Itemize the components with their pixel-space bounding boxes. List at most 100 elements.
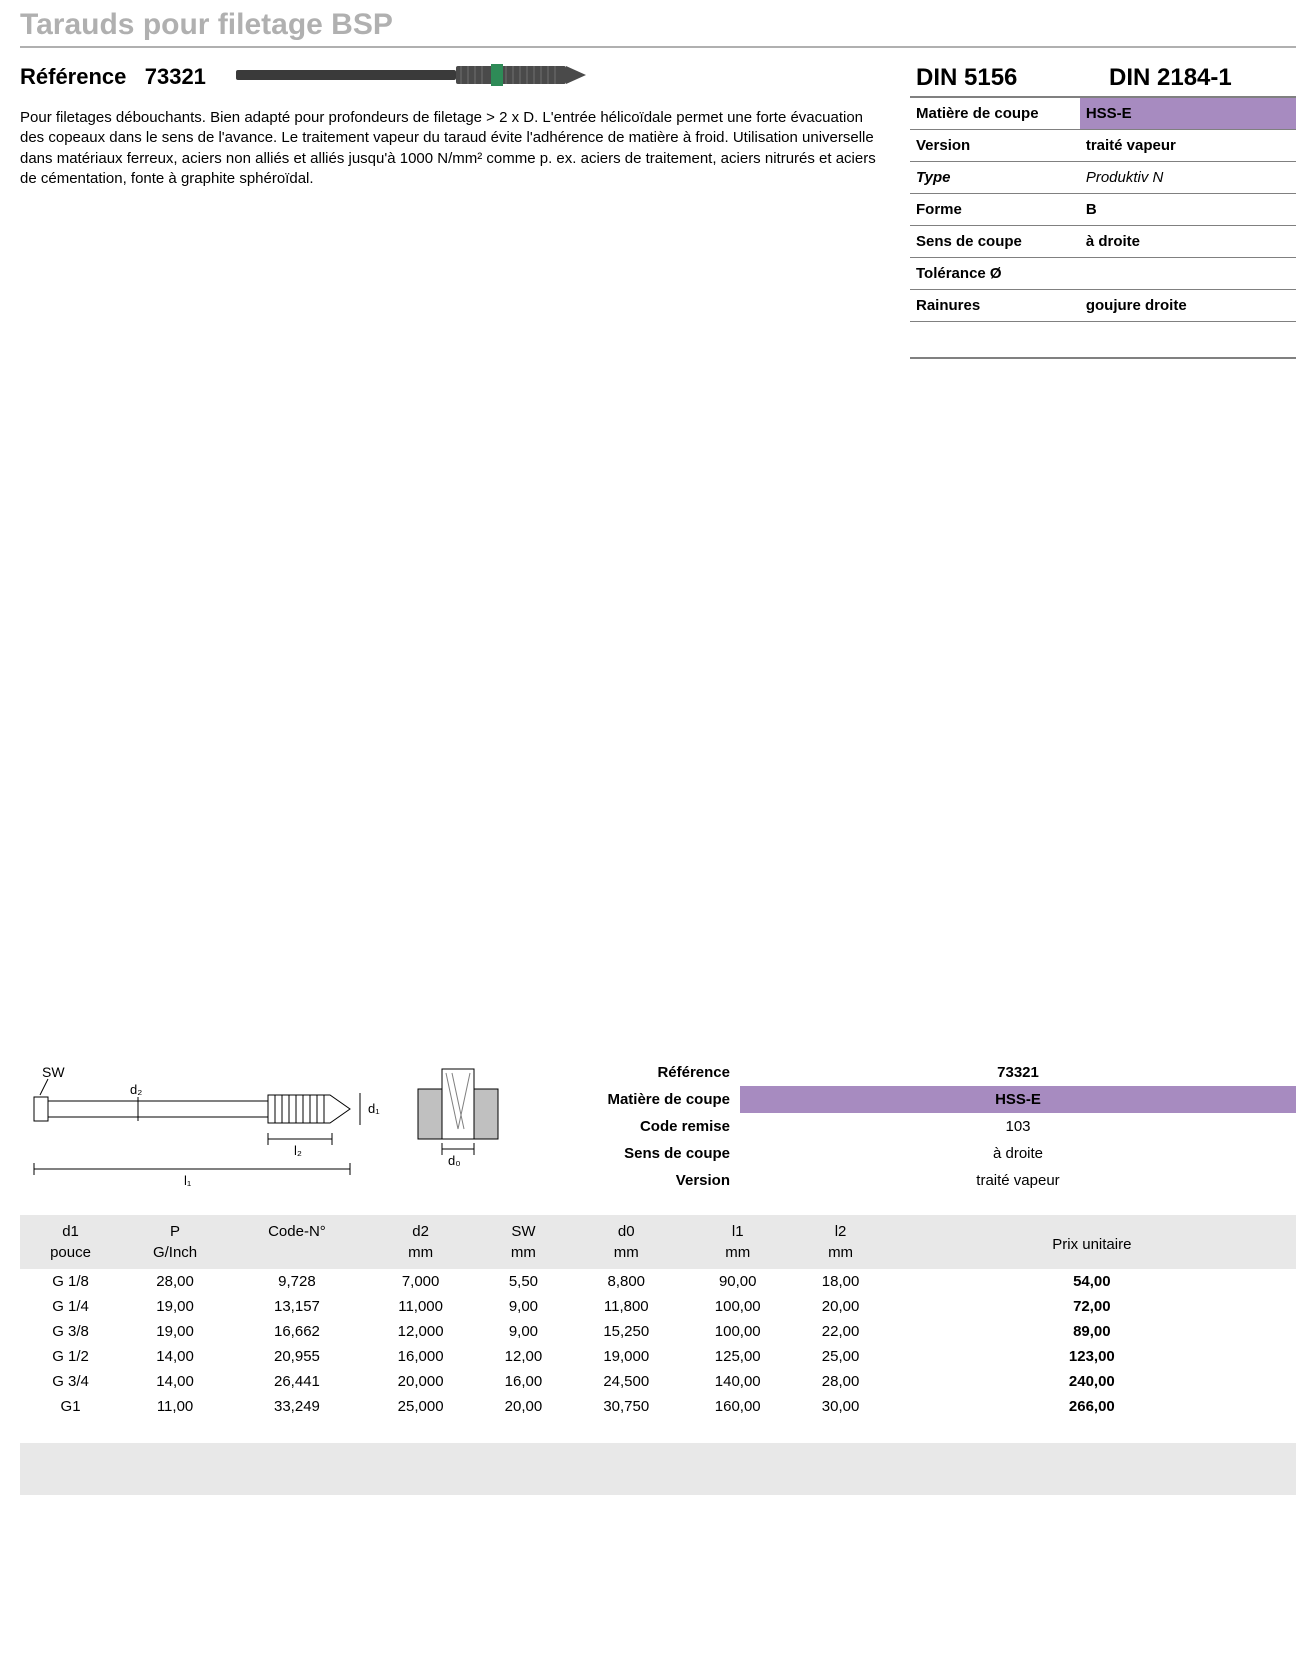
spec-label: Forme <box>910 194 1080 226</box>
table-cell: 123,00 <box>888 1344 1296 1369</box>
table-cell: 12,000 <box>365 1319 476 1344</box>
din-header: DIN 5156 DIN 2184-1 <box>910 60 1296 98</box>
col-unit <box>229 1242 365 1269</box>
spec-label: Rainures <box>910 290 1080 322</box>
col-unit: mm <box>793 1242 887 1269</box>
col-header: Code-N° <box>229 1215 365 1242</box>
table-cell: 26,441 <box>229 1369 365 1394</box>
col-unit: mm <box>365 1242 476 1269</box>
page-title-bar: Tarauds pour filetage BSP <box>20 0 1296 48</box>
table-cell: 11,00 <box>121 1394 229 1419</box>
table-cell: 19,000 <box>571 1344 682 1369</box>
col-unit: mm <box>571 1242 682 1269</box>
table-cell: G 1/2 <box>20 1344 121 1369</box>
info-label: Version <box>540 1167 740 1194</box>
table-cell: 140,00 <box>682 1369 793 1394</box>
spec-value: à droite <box>1080 226 1296 258</box>
spec-label: Version <box>910 130 1080 162</box>
col-unit: mm <box>476 1242 570 1269</box>
spec-value: traité vapeur <box>1080 130 1296 162</box>
table-cell: G 1/4 <box>20 1294 121 1319</box>
col-header: P <box>121 1215 229 1242</box>
label-d1: d₁ <box>368 1101 380 1116</box>
table-row: G 1/828,009,7287,0005,508,80090,0018,005… <box>20 1269 1296 1294</box>
page-title: Tarauds pour filetage BSP <box>20 8 1296 42</box>
spec-value: HSS-E <box>1080 98 1296 130</box>
table-row: G 3/414,0026,44120,00016,0024,500140,002… <box>20 1369 1296 1394</box>
table-cell: 16,662 <box>229 1319 365 1344</box>
table-cell: 20,000 <box>365 1369 476 1394</box>
col-unit: pouce <box>20 1242 121 1269</box>
spec-label: Type <box>910 162 1080 194</box>
info-value: traité vapeur <box>740 1167 1296 1194</box>
info-value: 103 <box>740 1113 1296 1140</box>
table-cell: 89,00 <box>888 1319 1296 1344</box>
table-cell: 20,00 <box>476 1394 570 1419</box>
info-block: Référence73321Matière de coupeHSS-ECode … <box>540 1059 1296 1194</box>
product-description: Pour filetages débouchants. Bien adapté … <box>20 108 890 189</box>
info-value: 73321 <box>740 1059 1296 1086</box>
table-cell: 20,00 <box>793 1294 887 1319</box>
data-table: d1PCode-N°d2SWd0l1l2Prix unitaire pouceG… <box>20 1215 1296 1419</box>
table-cell: 5,50 <box>476 1269 570 1294</box>
col-unit: mm <box>682 1242 793 1269</box>
product-image <box>236 60 606 94</box>
col-header: d1 <box>20 1215 121 1242</box>
spec-value: Produktiv N <box>1080 162 1296 194</box>
table-cell: 9,00 <box>476 1294 570 1319</box>
table-cell: G1 <box>20 1394 121 1419</box>
info-label: Référence <box>540 1059 740 1086</box>
table-cell: 160,00 <box>682 1394 793 1419</box>
table-cell: 25,00 <box>793 1344 887 1369</box>
table-cell: 100,00 <box>682 1319 793 1344</box>
table-cell: 125,00 <box>682 1344 793 1369</box>
label-d0: d₀ <box>448 1153 461 1168</box>
table-cell: 100,00 <box>682 1294 793 1319</box>
table-cell: 11,000 <box>365 1294 476 1319</box>
spec-table: Matière de coupeHSS-EVersiontraité vapeu… <box>910 98 1296 359</box>
table-cell: 14,00 <box>121 1344 229 1369</box>
spec-value: goujure droite <box>1080 290 1296 322</box>
label-l2: l₂ <box>294 1143 302 1158</box>
table-cell: 30,750 <box>571 1394 682 1419</box>
table-cell: 7,000 <box>365 1269 476 1294</box>
label-l1: l₁ <box>184 1173 192 1188</box>
info-label: Code remise <box>540 1113 740 1140</box>
table-cell: 20,955 <box>229 1344 365 1369</box>
reference-heading: Référence 73321 <box>20 64 206 90</box>
table-cell: 28,00 <box>121 1269 229 1294</box>
spec-blank <box>910 322 1296 358</box>
table-cell: 22,00 <box>793 1319 887 1344</box>
label-d2: d₂ <box>130 1082 142 1097</box>
col-header: l2 <box>793 1215 887 1242</box>
table-cell: 19,00 <box>121 1319 229 1344</box>
info-value: à droite <box>740 1140 1296 1167</box>
spec-label: Matière de coupe <box>910 98 1080 130</box>
technical-diagram: SW d₂ d₁ <box>20 1059 520 1203</box>
table-cell: G 3/4 <box>20 1369 121 1394</box>
spec-value <box>1080 258 1296 290</box>
table-cell: 9,00 <box>476 1319 570 1344</box>
footer-bar <box>20 1443 1296 1495</box>
table-cell: 18,00 <box>793 1269 887 1294</box>
col-header: d0 <box>571 1215 682 1242</box>
table-cell: 28,00 <box>793 1369 887 1394</box>
col-header: SW <box>476 1215 570 1242</box>
table-cell: 90,00 <box>682 1269 793 1294</box>
table-cell: 240,00 <box>888 1369 1296 1394</box>
table-cell: 30,00 <box>793 1394 887 1419</box>
din-left: DIN 5156 <box>910 60 1103 96</box>
table-cell: 12,00 <box>476 1344 570 1369</box>
table-cell: 16,00 <box>476 1369 570 1394</box>
price-header: Prix unitaire <box>888 1215 1296 1269</box>
table-cell: 8,800 <box>571 1269 682 1294</box>
table-cell: 14,00 <box>121 1369 229 1394</box>
table-cell: 24,500 <box>571 1369 682 1394</box>
table-cell: 72,00 <box>888 1294 1296 1319</box>
table-cell: 15,250 <box>571 1319 682 1344</box>
table-cell: 25,000 <box>365 1394 476 1419</box>
table-cell: 33,249 <box>229 1394 365 1419</box>
spec-label: Sens de coupe <box>910 226 1080 258</box>
table-cell: G 3/8 <box>20 1319 121 1344</box>
label-sw: SW <box>42 1064 65 1080</box>
